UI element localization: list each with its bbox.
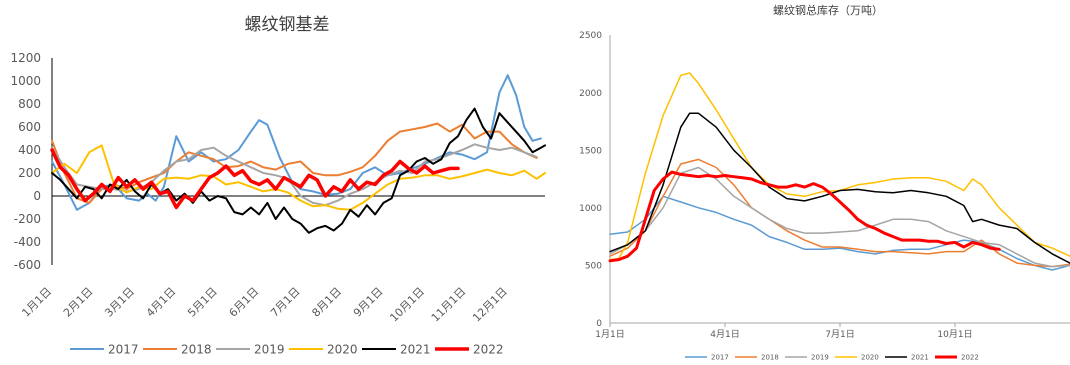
series-line-2021 xyxy=(609,112,1070,264)
y-tick-label: 200 xyxy=(18,166,41,180)
inventory-chart: 螺纹钢总库存（万吨） 0 500 1000 1500 2000 2500 1月1日 4月1日 7… xyxy=(579,3,1070,362)
y-tick-label: 500 xyxy=(585,262,602,272)
legend-label-2017: 2017 xyxy=(711,354,729,362)
y-tick-label: 2000 xyxy=(579,89,602,99)
y-tick-label: 0 xyxy=(33,189,41,203)
x-tick-label: 1月1日 xyxy=(19,285,54,320)
series-line-2019 xyxy=(609,166,1070,268)
y-tick-label: 600 xyxy=(18,120,41,134)
x-tick-label: 8月1日 xyxy=(309,285,344,320)
x-tick-label: 4月1日 xyxy=(710,329,739,340)
series-line-2022 xyxy=(50,148,460,210)
series-line-2021 xyxy=(51,107,546,234)
legend-label-2020: 2020 xyxy=(861,354,879,362)
x-tick-label: 6月1日 xyxy=(227,285,262,320)
y-tick-label: 0 xyxy=(596,319,602,329)
inventory-chart-plot: 0 500 1000 1500 2000 2500 1月1日 4月1日 7月1日 10月1日 xyxy=(579,31,1070,340)
y-tick-label: -600 xyxy=(14,258,41,272)
x-tick-label: 7月1日 xyxy=(825,329,854,340)
legend-label-2018: 2018 xyxy=(761,354,779,362)
x-tick-label: 10月1日 xyxy=(937,329,972,340)
legend-label-2018: 2018 xyxy=(181,342,212,356)
x-tick-label: 10月1日 xyxy=(387,285,427,325)
basis-chart-title: 螺纹钢基差 xyxy=(245,15,330,35)
basis-chart-plot: -600 -400 -200 0 200 400 600 800 1000 1200 1月1日 2月1… xyxy=(10,51,546,325)
series-line-2022 xyxy=(608,170,1001,263)
x-tick-label: 3月1日 xyxy=(102,285,137,320)
y-tick-label: 1000 xyxy=(10,74,41,88)
y-tick-label: 800 xyxy=(18,97,41,111)
legend-label-2022: 2022 xyxy=(961,354,979,362)
x-tick-label: 7月1日 xyxy=(268,285,303,320)
legend-label-2021: 2021 xyxy=(400,342,431,356)
x-tick-label: 9月1日 xyxy=(351,285,386,320)
series-line-2020 xyxy=(51,144,546,211)
inventory-chart-title: 螺纹钢总库存（万吨） xyxy=(773,3,883,17)
x-tick-label: 11月1日 xyxy=(429,285,469,325)
y-tick-label: -200 xyxy=(14,212,41,226)
x-tick-label: 5月1日 xyxy=(185,285,220,320)
legend-label-2021: 2021 xyxy=(911,354,929,362)
x-tick-label: 4月1日 xyxy=(144,285,179,320)
basis-chart-legend: 2017 2018 2019 2020 2021 2022 xyxy=(70,342,504,356)
x-tick-label: 2月1日 xyxy=(61,285,96,320)
inventory-chart-legend: 2017 2018 2019 2020 2021 2022 xyxy=(685,354,979,362)
y-tick-label: 1200 xyxy=(10,51,41,65)
series-line-2017 xyxy=(609,195,1070,271)
series-line-2018 xyxy=(51,122,538,204)
x-tick-label: 1月1日 xyxy=(595,329,624,340)
legend-label-2019: 2019 xyxy=(254,342,285,356)
y-tick-label: 2500 xyxy=(579,31,602,41)
basis-chart: 螺纹钢基差 -600 -400 -200 0 200 400 600 800 1000 1200 1… xyxy=(10,15,546,356)
legend-label-2022: 2022 xyxy=(473,342,504,356)
y-tick-label: 1000 xyxy=(579,204,602,214)
y-tick-label: -400 xyxy=(14,235,41,249)
series-line-2020 xyxy=(609,72,1070,261)
legend-label-2017: 2017 xyxy=(108,342,139,356)
legend-label-2020: 2020 xyxy=(327,342,358,356)
legend-label-2019: 2019 xyxy=(811,354,829,362)
x-tick-label: 12月1日 xyxy=(470,285,510,325)
y-tick-label: 1500 xyxy=(579,146,602,156)
y-tick-label: 400 xyxy=(18,143,41,157)
